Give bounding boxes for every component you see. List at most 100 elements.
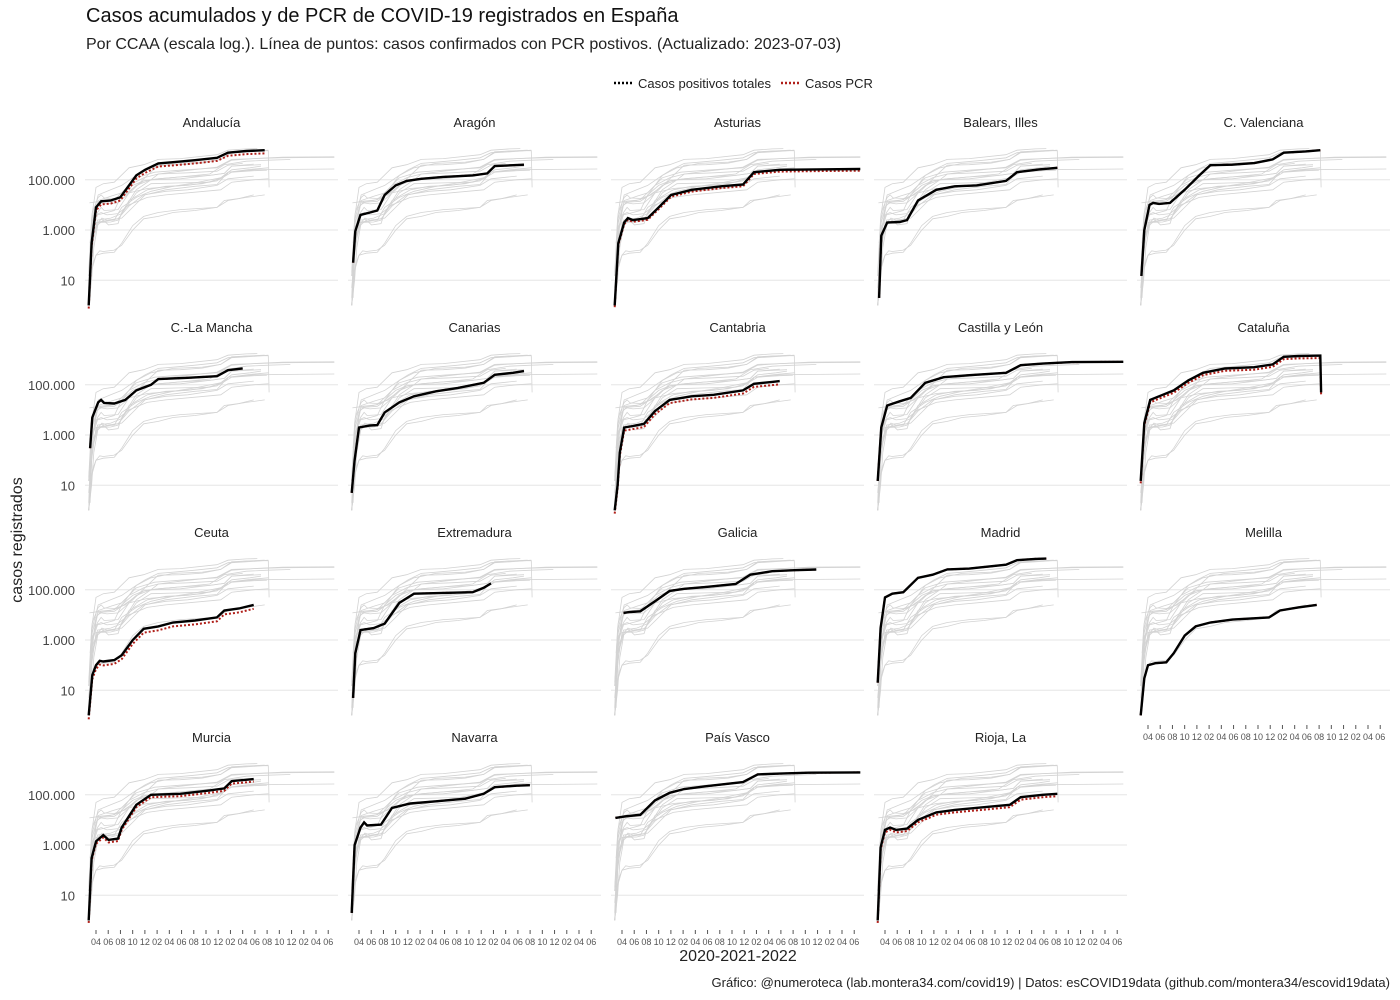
- background-series-line: [877, 771, 1124, 891]
- background-series-line: [351, 604, 517, 716]
- x-tick-label: 04: [311, 937, 321, 947]
- background-series-line: [88, 353, 258, 478]
- x-tick-label: 06: [586, 937, 596, 947]
- background-series-line: [351, 361, 598, 481]
- background-series-line: [1140, 361, 1387, 481]
- total-series-line: [615, 771, 861, 820]
- x-tick-label: 08: [452, 937, 462, 947]
- background-series-line: [877, 579, 1056, 708]
- background-series-line: [88, 150, 270, 276]
- legend-key-total: [614, 75, 632, 91]
- background-series-line: [614, 165, 788, 288]
- background-series-line: [1140, 399, 1306, 511]
- background-series-line: [88, 780, 262, 903]
- legend-label-pcr: Casos PCR: [804, 75, 873, 91]
- x-tick-label: 10: [274, 937, 284, 947]
- background-series-line: [351, 355, 533, 481]
- legend-key-pcr: [780, 75, 799, 91]
- facet-title: C.-La Mancha: [171, 320, 253, 335]
- background-series-line: [97, 774, 291, 819]
- background-series-line: [614, 150, 796, 276]
- x-tick-label: 06: [177, 937, 187, 947]
- background-series-line: [88, 194, 254, 306]
- background-series-line: [615, 559, 795, 686]
- background-series-line: [88, 809, 265, 921]
- background-series-line: [351, 558, 521, 683]
- x-tick-label: 10: [654, 937, 664, 947]
- background-series-line: [351, 604, 528, 716]
- background-series-line: [352, 567, 598, 614]
- total-series-line: [613, 167, 861, 306]
- background-series-line: [88, 355, 270, 481]
- x-tick-label: 12: [550, 937, 560, 947]
- facet-title: Madrid: [981, 525, 1021, 540]
- background-series-line: [1140, 353, 1310, 478]
- background-series-line: [614, 355, 796, 481]
- background-series-line: [886, 774, 1080, 819]
- background-series-line: [351, 399, 528, 511]
- facet-title: Andalucía: [183, 115, 242, 130]
- background-series-line: [88, 374, 267, 503]
- x-tick-label: 04: [1216, 732, 1226, 742]
- background-series-line: [877, 790, 1043, 921]
- background-series-line: [88, 763, 258, 888]
- facet-title: Balears, Illes: [963, 115, 1038, 130]
- background-series-line: [877, 374, 1056, 503]
- background-series-line: [89, 378, 229, 493]
- x-tick-label: 06: [250, 937, 260, 947]
- background-series-line: [877, 575, 1051, 698]
- background-series-line: [88, 399, 265, 511]
- background-series-line: [1141, 559, 1321, 686]
- total-series-line: [88, 367, 243, 449]
- background-series-line: [351, 585, 517, 716]
- background-series-line: [877, 784, 1056, 913]
- x-tick-label: 08: [262, 937, 272, 947]
- background-series-line: [1140, 156, 1387, 276]
- x-tick-label: 06: [1155, 732, 1165, 742]
- x-tick-label: 02: [1014, 937, 1024, 947]
- background-series-line: [615, 788, 755, 903]
- background-series-line: [88, 178, 269, 306]
- background-series-line: [1140, 566, 1387, 686]
- background-series-line: [1140, 573, 1306, 716]
- background-series-line: [877, 765, 1059, 891]
- x-tick-label: 12: [287, 937, 297, 947]
- total-series-line: [350, 784, 530, 913]
- x-tick-label: 06: [1112, 937, 1122, 947]
- background-series-line: [614, 566, 861, 686]
- background-series-line: [614, 194, 791, 306]
- background-series-line: [878, 378, 1018, 493]
- background-series-line: [88, 573, 254, 716]
- background-series-line: [351, 368, 517, 511]
- background-series-line: [1140, 370, 1314, 493]
- background-series-line: [89, 559, 269, 686]
- background-series-line: [1140, 165, 1314, 288]
- background-series-line: [351, 566, 598, 686]
- x-tick-label: 06: [440, 937, 450, 947]
- facet-title: Cantabria: [709, 320, 766, 335]
- background-series-line: [1149, 569, 1343, 614]
- legend-label-total: Casos positivos totales: [638, 75, 771, 91]
- facet-title: C. Valenciana: [1224, 115, 1305, 130]
- background-series-line: [88, 368, 254, 511]
- facet-asturias: Asturias: [611, 115, 864, 308]
- background-series-line: [878, 764, 1058, 891]
- x-tick-label: 02: [1088, 937, 1098, 947]
- background-series-line: [877, 355, 1059, 481]
- x-tick-label: 06: [103, 937, 113, 947]
- background-series-line: [88, 383, 269, 511]
- x-tick-label: 08: [525, 937, 535, 947]
- background-series-line: [351, 809, 517, 921]
- background-series-line: [351, 383, 532, 511]
- x-tick-label: 12: [403, 937, 413, 947]
- background-series-line: [89, 567, 335, 614]
- background-series-line: [614, 156, 861, 276]
- background-series-line: [614, 604, 780, 716]
- x-tick-label: 04: [1100, 937, 1110, 947]
- total-series-line: [1139, 603, 1317, 716]
- background-series-line: [1141, 567, 1387, 614]
- background-series-line: [1141, 157, 1387, 204]
- x-tick-label: 12: [929, 937, 939, 947]
